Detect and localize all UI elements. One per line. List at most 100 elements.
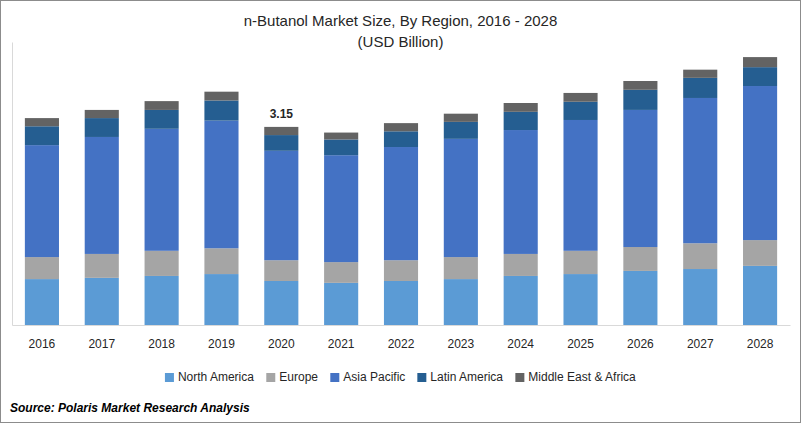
bar-segment — [204, 100, 238, 120]
legend-item: Middle East & Africa — [515, 370, 636, 384]
bar-segment — [683, 243, 717, 269]
bars — [25, 57, 777, 325]
bar-segment — [145, 101, 179, 110]
bar-segment — [623, 247, 657, 271]
bar-segment — [25, 118, 59, 126]
legend-swatch — [165, 373, 174, 382]
bar-segment — [324, 155, 358, 262]
x-tick: 2021 — [328, 325, 355, 351]
bar-segment — [204, 92, 238, 101]
x-tick-label: 2022 — [388, 337, 415, 351]
bar-segment — [384, 147, 418, 260]
bar-segment — [85, 110, 119, 118]
legend-label: Europe — [279, 370, 318, 384]
bar-segment — [85, 118, 119, 137]
bar-segment — [444, 257, 478, 279]
bar-segment — [324, 139, 358, 155]
bar-segment — [444, 114, 478, 122]
bar-segment — [324, 262, 358, 283]
bar-segment — [504, 103, 538, 112]
bar-segment — [683, 269, 717, 325]
legend-swatch — [417, 373, 426, 382]
y-axis-line — [12, 43, 13, 326]
bar-segment — [264, 151, 298, 260]
x-tick-label: 2028 — [747, 337, 774, 351]
legend-label: North America — [178, 370, 254, 384]
bar-segment — [384, 131, 418, 147]
x-tick: 2024 — [507, 325, 534, 351]
x-tick-label: 2027 — [687, 337, 714, 351]
bar-segment — [563, 93, 597, 102]
bar-segment — [324, 283, 358, 325]
title: n-Butanol Market Size, By Region, 2016 -… — [244, 12, 558, 29]
legend-item: Europe — [266, 370, 318, 384]
x-tick: 2022 — [388, 325, 415, 351]
bar-segment — [384, 281, 418, 325]
x-tick-label: 2016 — [29, 337, 56, 351]
x-tick: 2027 — [687, 325, 714, 351]
x-tick: 2026 — [627, 325, 654, 351]
bar-segment — [743, 57, 777, 67]
legend-item: Latin America — [417, 370, 503, 384]
bar-segment — [743, 266, 777, 325]
subtitle: (USD Billion) — [358, 33, 444, 50]
bar-segment — [145, 251, 179, 276]
bar-segment — [264, 260, 298, 281]
x-tick: 2019 — [208, 325, 235, 351]
x-tick-label: 2018 — [148, 337, 175, 351]
bar-segment — [25, 126, 59, 145]
bar-segment — [85, 254, 119, 278]
x-tick-label: 2017 — [88, 337, 115, 351]
bar-segment — [563, 251, 597, 274]
annotation: 3.15 — [270, 107, 294, 121]
x-tick-label: 2020 — [268, 337, 295, 351]
legend-label: Latin America — [430, 370, 503, 384]
bar-segment — [444, 122, 478, 139]
bar-segment — [563, 102, 597, 120]
x-tick-label: 2025 — [567, 337, 594, 351]
bar-segment — [384, 260, 418, 281]
x-tick: 2018 — [148, 325, 175, 351]
bar-segment — [504, 130, 538, 254]
x-tick-label: 2021 — [328, 337, 355, 351]
y-axis — [12, 43, 13, 326]
bar-segment — [264, 281, 298, 325]
bar-segment — [444, 279, 478, 325]
bar-segment — [623, 110, 657, 247]
x-tick: 2023 — [447, 325, 474, 351]
bar-segment — [204, 248, 238, 274]
bar-segment — [85, 278, 119, 325]
bar-segment — [563, 120, 597, 251]
bar-segment — [204, 121, 238, 249]
x-tick: 2025 — [567, 325, 594, 351]
bar-segment — [743, 240, 777, 266]
bar-segment — [145, 110, 179, 129]
bar-segment — [563, 274, 597, 325]
bar-segment — [384, 123, 418, 131]
x-tick-label: 2019 — [208, 337, 235, 351]
bar-segment — [145, 276, 179, 325]
bar-segment — [145, 129, 179, 251]
bar-segment — [324, 133, 358, 140]
x-axis-line — [13, 325, 791, 326]
x-tick: 2016 — [29, 325, 56, 351]
chart: n-Butanol Market Size, By Region, 2016 -… — [0, 0, 801, 423]
frame — [1, 1, 801, 423]
legend-item: North America — [165, 370, 254, 384]
bar-segment — [504, 254, 538, 276]
bar-segment — [504, 112, 538, 130]
bar-segment — [25, 257, 59, 279]
legend-item: Asia Pacific — [330, 370, 405, 384]
source: Source: Polaris Market Research Analysis — [10, 401, 250, 415]
legend-label: Middle East & Africa — [528, 370, 636, 384]
bar-segment — [683, 70, 717, 78]
x-tick-label: 2024 — [507, 337, 534, 351]
bar-segment — [683, 98, 717, 243]
x-axis: 2016 2017 2018 2019 2020 2021 2022 2023 2024 2025… — [13, 325, 791, 351]
x-tick: 2020 — [268, 325, 295, 351]
bar-segment — [683, 78, 717, 98]
legend: North America Europe Asia Pacific Latin Ame… — [165, 370, 636, 384]
x-tick: 2028 — [747, 325, 774, 351]
x-tick-label: 2023 — [447, 337, 474, 351]
bar-segment — [743, 67, 777, 86]
